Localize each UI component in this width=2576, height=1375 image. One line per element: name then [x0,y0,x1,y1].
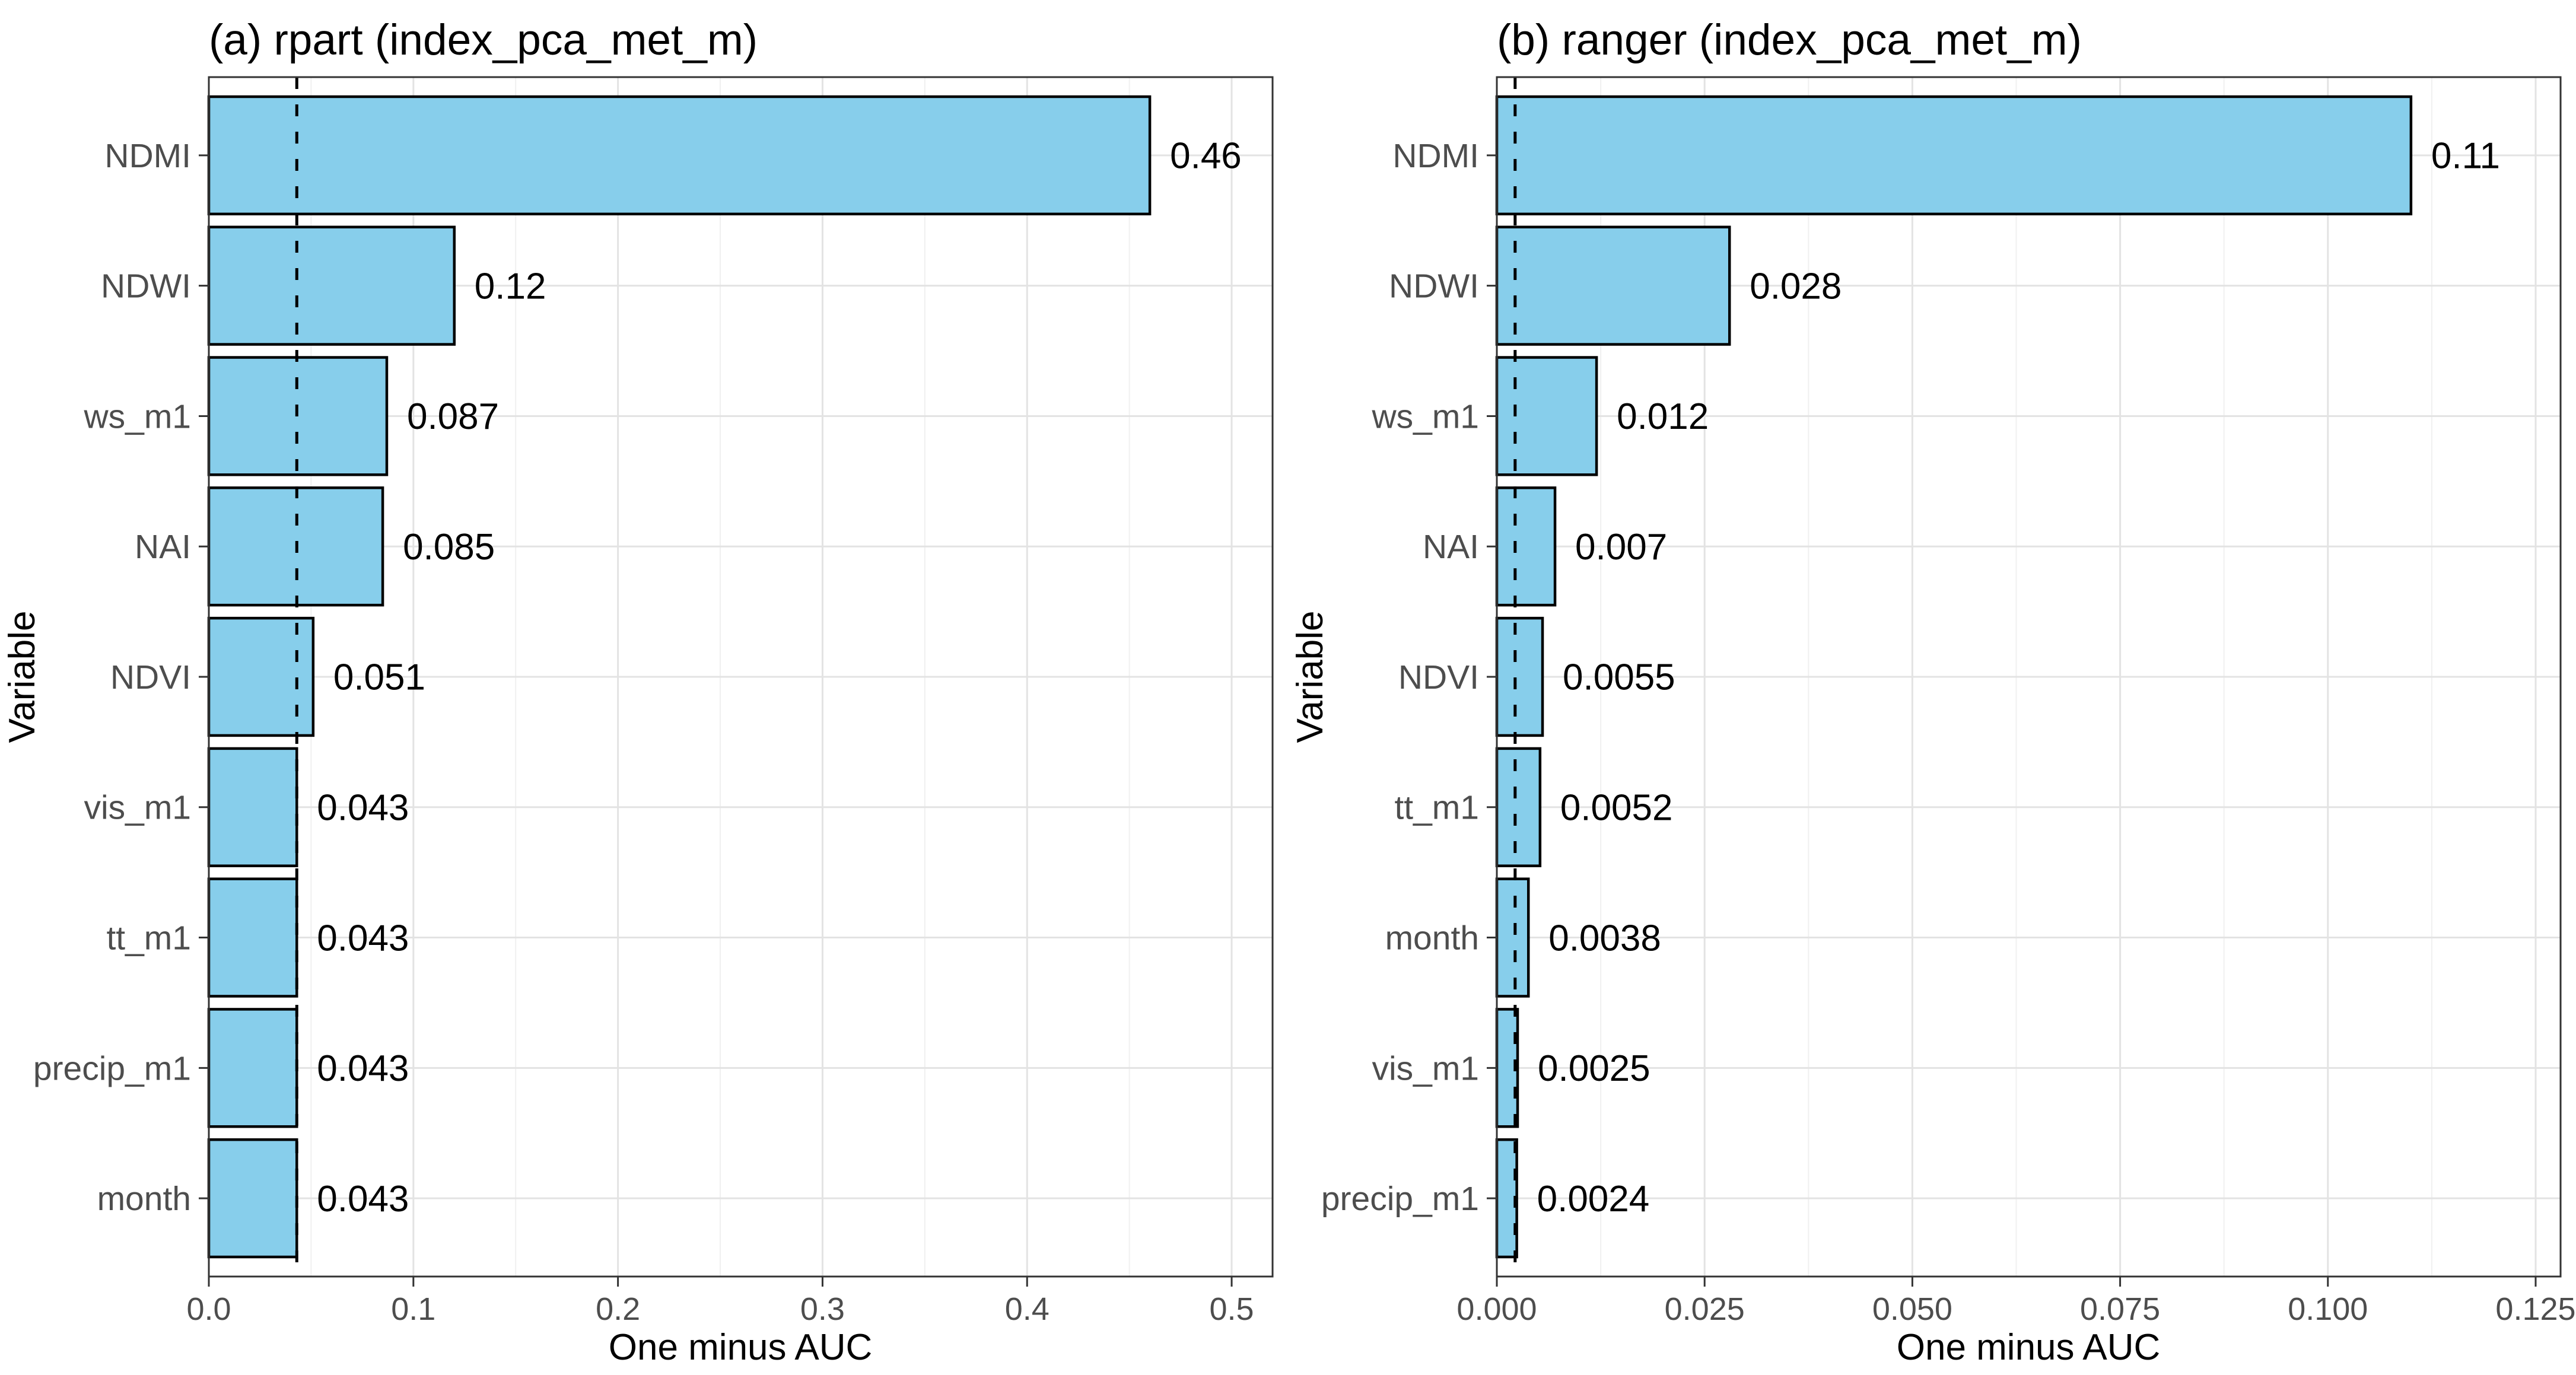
bar-value-label: 0.0038 [1548,918,1661,959]
y-category-label: NAI [1423,528,1479,566]
x-tick-label: 0.4 [1005,1291,1050,1327]
x-axis-title-a: One minus AUC [609,1327,873,1368]
bar-value-label: 0.0055 [1563,657,1675,698]
x-tick-label: 0.025 [1665,1291,1745,1327]
bar-NDMI [1495,95,2413,216]
panel-b-title: (b) ranger (index_pca_met_m) [1497,16,2082,64]
bar-value-label: 0.46 [1170,136,1242,177]
y-category-label: tt_m1 [106,919,191,957]
bar-month [207,1138,298,1259]
x-tick-label: 0.100 [2288,1291,2368,1327]
plot-area-a: 0.46 0.12 0.087 0.085 0.051 0.043 0.043 0.043 0.… [33,76,1274,1327]
x-tick-label: 0.2 [596,1291,640,1327]
bar-value-label: 0.007 [1575,527,1667,568]
bar-month [1495,877,1530,998]
bar-NDVI [1495,616,1544,737]
y-category-label: NDMI [1392,137,1479,175]
bar-value-label: 0.0052 [1560,787,1673,828]
bar-value-label: 0.12 [475,266,546,307]
bar-value-label: 0.043 [317,1179,409,1220]
x-tick-label: 0.0 [186,1291,231,1327]
bar-value-label: 0.087 [407,396,499,437]
plot-area-b: 0.11 0.028 0.012 0.007 0.0055 0.0052 0.0038 0.0… [1321,76,2576,1327]
bar-value-label: 0.0024 [1537,1179,1650,1220]
bar-NDMI [207,95,1152,216]
chart-panel-b: 0.11 0.028 0.012 0.007 0.0055 0.0052 0.0038 0.0… [1288,0,2576,1375]
x-tick-label: 0.075 [2080,1291,2160,1327]
bar-ws_m1 [1495,356,1598,476]
y-category-label: precip_m1 [33,1049,191,1087]
y-category-label: NDWI [1389,268,1479,305]
x-axis-title-b: One minus AUC [1897,1327,2161,1368]
y-axis-title-a: Variable [2,611,43,743]
x-tick-label: 0.000 [1456,1291,1537,1327]
x-tick-label: 0.3 [800,1291,845,1327]
bar-value-label: 0.028 [1750,266,1842,307]
bar-chart-b-svg: 0.11 0.028 0.012 0.007 0.0055 0.0052 0.0038 0.0… [1290,16,2576,1368]
x-tick-label: 0.1 [391,1291,435,1327]
y-category-label: month [97,1180,191,1218]
y-category-label: NDMI [104,137,191,175]
bar-tt_m1 [207,877,298,998]
y-category-label: NDWI [101,268,191,305]
bar-value-label: 0.043 [317,787,409,828]
y-category-label: NAI [135,528,191,566]
x-tick-label: 0.050 [1872,1291,1952,1327]
bar-value-label: 0.085 [403,527,495,568]
bar-value-label: 0.11 [2431,136,2500,177]
bar-value-label: 0.043 [317,918,409,959]
bar-vis_m1 [207,747,298,867]
y-category-label: ws_m1 [1371,397,1479,435]
y-category-label: NDVI [110,658,191,696]
bar-chart-a-svg: 0.46 0.12 0.087 0.085 0.051 0.043 0.043 0.043 0.… [2,16,1274,1368]
bar-value-label: 0.012 [1617,396,1709,437]
bar-value-label: 0.0025 [1538,1048,1650,1089]
bar-NAI [1495,486,1557,607]
y-category-label: vis_m1 [84,789,191,827]
panel-a-title: (a) rpart (index_pca_met_m) [209,16,758,64]
bar-value-label: 0.043 [317,1048,409,1089]
y-category-label: vis_m1 [1372,1049,1479,1087]
y-category-label: precip_m1 [1321,1180,1479,1218]
bar-precip_m1 [1495,1138,1518,1259]
bar-NDWI [1495,225,1731,346]
bar-NDVI [207,616,315,737]
chart-panel-a: 0.46 0.12 0.087 0.085 0.051 0.043 0.043 0.043 0.… [2,16,1274,1368]
y-category-label: NDVI [1398,658,1479,696]
x-tick-label: 0.5 [1209,1291,1254,1327]
y-axis-title-b: Variable [1290,611,1331,743]
bar-NDWI [207,225,456,346]
y-category-label: tt_m1 [1394,789,1479,827]
bar-tt_m1 [1495,747,1542,867]
x-tick-label: 0.125 [2495,1291,2575,1327]
y-category-label: ws_m1 [83,397,191,435]
y-category-label: month [1385,919,1479,957]
bar-precip_m1 [207,1008,298,1128]
bar-value-label: 0.051 [333,657,425,698]
